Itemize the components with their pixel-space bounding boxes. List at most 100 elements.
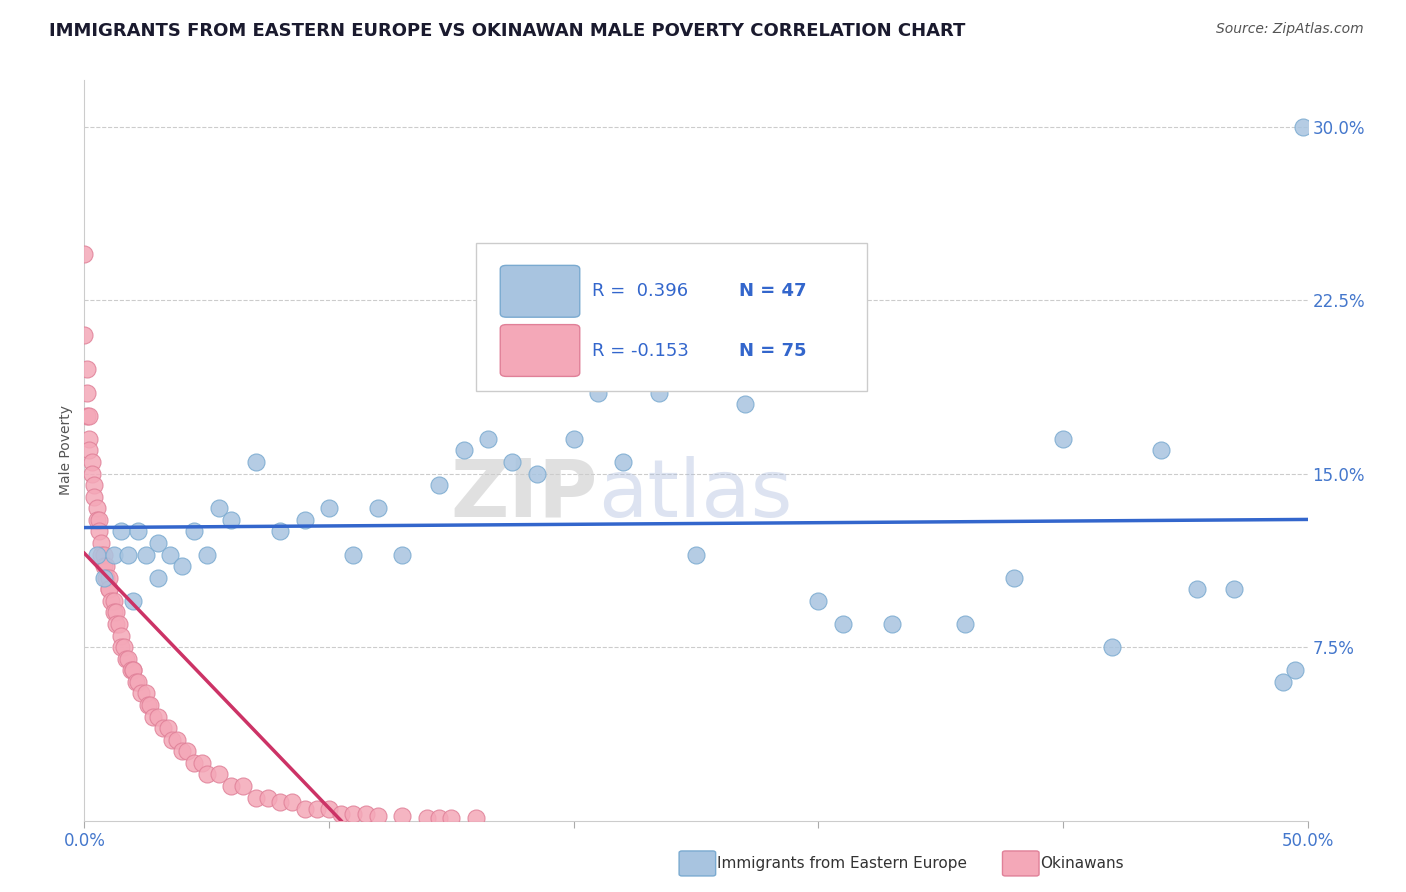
Point bbox=[502, 455, 524, 469]
Point bbox=[93, 571, 115, 585]
Text: Immigrants from Eastern Europe: Immigrants from Eastern Europe bbox=[717, 856, 967, 871]
Point bbox=[115, 651, 138, 665]
Point bbox=[440, 811, 463, 825]
Point bbox=[1052, 432, 1074, 446]
Text: IMMIGRANTS FROM EASTERN EUROPE VS OKINAWAN MALE POVERTY CORRELATION CHART: IMMIGRANTS FROM EASTERN EUROPE VS OKINAW… bbox=[49, 22, 966, 40]
Point bbox=[105, 617, 128, 632]
Point bbox=[103, 594, 125, 608]
Point bbox=[294, 802, 316, 816]
Point bbox=[586, 385, 609, 400]
Point bbox=[86, 513, 108, 527]
Point bbox=[1223, 582, 1246, 597]
Point bbox=[87, 524, 110, 539]
Point bbox=[117, 548, 139, 562]
Point bbox=[342, 806, 364, 821]
Point bbox=[685, 548, 707, 562]
Point bbox=[93, 548, 115, 562]
Text: N = 75: N = 75 bbox=[738, 342, 806, 359]
Point bbox=[83, 490, 105, 504]
Point bbox=[219, 779, 242, 793]
Point bbox=[453, 443, 475, 458]
Point bbox=[93, 559, 115, 574]
Point bbox=[342, 548, 364, 562]
Point bbox=[142, 709, 165, 723]
Point bbox=[96, 571, 118, 585]
Point bbox=[245, 790, 267, 805]
Point bbox=[195, 767, 218, 781]
Point bbox=[86, 548, 108, 562]
Point bbox=[117, 651, 139, 665]
Point bbox=[1187, 582, 1209, 597]
Point bbox=[305, 802, 328, 816]
Point bbox=[1272, 674, 1295, 689]
Point bbox=[648, 385, 671, 400]
Point bbox=[73, 327, 96, 342]
Point bbox=[136, 698, 159, 712]
Point bbox=[110, 640, 132, 654]
Point bbox=[191, 756, 214, 770]
Point bbox=[122, 663, 145, 677]
Point bbox=[391, 548, 413, 562]
Point bbox=[464, 811, 486, 825]
Point bbox=[367, 501, 389, 516]
Point bbox=[208, 501, 231, 516]
Point bbox=[86, 501, 108, 516]
Point bbox=[110, 628, 132, 642]
Point bbox=[129, 686, 152, 700]
Point bbox=[77, 443, 100, 458]
Point bbox=[76, 409, 98, 423]
Point bbox=[103, 548, 125, 562]
Point bbox=[146, 571, 169, 585]
Point bbox=[90, 536, 112, 550]
Point bbox=[83, 478, 105, 492]
Point bbox=[1002, 571, 1025, 585]
Text: R = -0.153: R = -0.153 bbox=[592, 342, 689, 359]
Point bbox=[367, 809, 389, 823]
Point bbox=[146, 709, 169, 723]
Point bbox=[77, 432, 100, 446]
Point bbox=[162, 732, 184, 747]
Point bbox=[172, 559, 194, 574]
Point bbox=[953, 617, 976, 632]
Point bbox=[427, 811, 450, 825]
Point bbox=[427, 478, 450, 492]
Point bbox=[477, 432, 499, 446]
Point bbox=[127, 524, 149, 539]
Point bbox=[245, 455, 267, 469]
Point bbox=[831, 617, 853, 632]
Point bbox=[269, 795, 291, 809]
Point bbox=[96, 559, 118, 574]
Point bbox=[97, 582, 120, 597]
Point bbox=[416, 811, 439, 825]
Point bbox=[318, 501, 340, 516]
Point bbox=[318, 802, 340, 816]
Point bbox=[219, 513, 242, 527]
Point bbox=[391, 809, 413, 823]
Point bbox=[90, 548, 112, 562]
Point bbox=[110, 524, 132, 539]
Text: atlas: atlas bbox=[598, 456, 793, 534]
Point bbox=[734, 397, 756, 411]
Point bbox=[122, 663, 145, 677]
Point bbox=[1150, 443, 1173, 458]
Point bbox=[172, 744, 194, 758]
Point bbox=[103, 606, 125, 620]
FancyBboxPatch shape bbox=[475, 244, 868, 392]
FancyBboxPatch shape bbox=[501, 325, 579, 376]
Point bbox=[232, 779, 254, 793]
Point bbox=[294, 513, 316, 527]
Point bbox=[107, 617, 129, 632]
Point bbox=[281, 795, 304, 809]
Y-axis label: Male Poverty: Male Poverty bbox=[59, 406, 73, 495]
FancyBboxPatch shape bbox=[501, 266, 579, 318]
Text: N = 47: N = 47 bbox=[738, 282, 806, 301]
Point bbox=[257, 790, 280, 805]
Point bbox=[146, 536, 169, 550]
Point bbox=[77, 409, 100, 423]
Point bbox=[330, 806, 353, 821]
Point bbox=[76, 385, 98, 400]
Point bbox=[159, 548, 181, 562]
Text: Okinawans: Okinawans bbox=[1040, 856, 1123, 871]
Point bbox=[269, 524, 291, 539]
Point bbox=[135, 548, 157, 562]
